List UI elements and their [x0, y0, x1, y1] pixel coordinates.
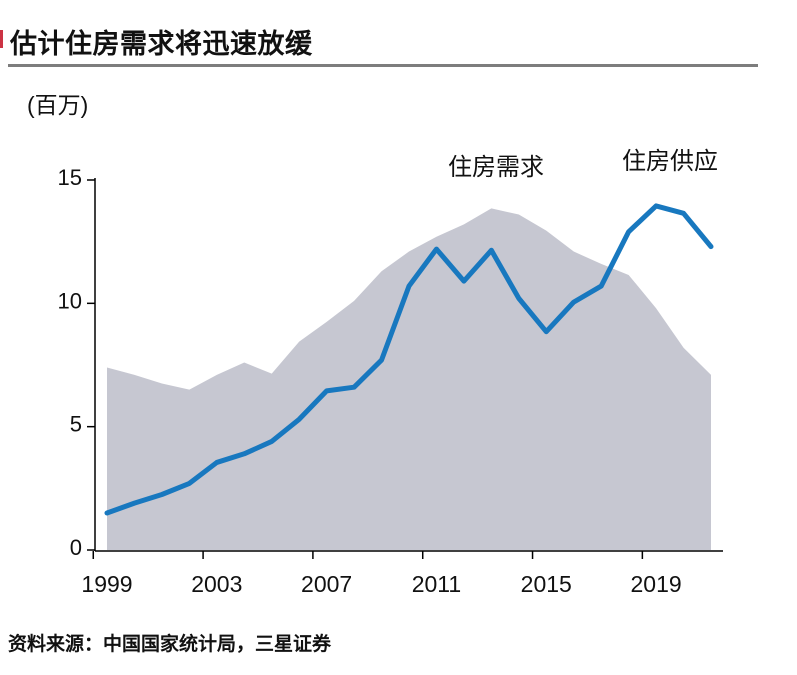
title-divider	[8, 64, 758, 67]
axis-unit-label: (百万)	[27, 92, 89, 118]
y-tick-label: 15	[58, 165, 82, 190]
x-tick-label: 1999	[81, 571, 132, 597]
demand-line	[104, 203, 714, 516]
y-tick-label: 5	[70, 412, 82, 437]
x-tick-label: 2011	[412, 571, 461, 597]
supply-area	[107, 208, 711, 550]
chart-title: 估计住房需求将迅速放缓	[10, 29, 313, 59]
series-label-supply: 住房供应	[622, 148, 718, 175]
series-label-demand: 住房需求	[448, 154, 544, 181]
source-note: 资料来源：中国国家统计局，三星证券	[8, 634, 332, 655]
x-tick-label: 2007	[301, 571, 352, 597]
y-tick-label: 0	[70, 535, 82, 560]
y-tick-label: 10	[58, 288, 82, 313]
x-tick-label: 2003	[191, 571, 242, 597]
x-tick-label: 2019	[631, 571, 682, 597]
red-accent-mark	[0, 30, 3, 48]
x-tick-label: 2015	[521, 571, 572, 597]
